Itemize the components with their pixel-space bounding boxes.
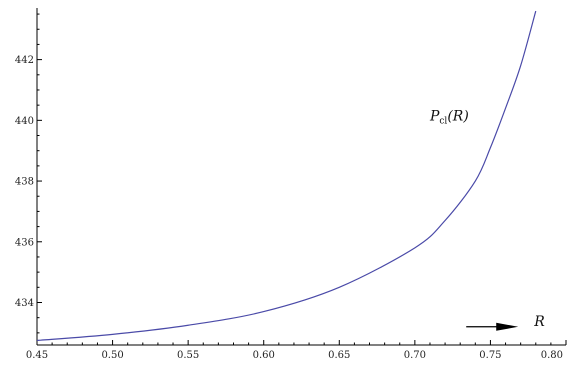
x-tick-label: 0.65 [328, 350, 350, 361]
x-tick-label: 0.70 [404, 350, 426, 361]
y-tick-label: 438 [15, 177, 34, 188]
axes [36, 8, 566, 346]
y-tick-label: 436 [15, 237, 34, 248]
y-tick-label: 442 [15, 55, 34, 66]
r-arrow-icon [466, 322, 519, 331]
curve-label-arg: (R) [447, 108, 468, 124]
r-arrow-label: R [533, 314, 545, 330]
curve-label-main: P [429, 108, 440, 124]
x-ticks: 0.45 0.50 0.55 0.60 0.65 0.70 0.75 0.80 [26, 340, 567, 361]
x-tick-label: 0.60 [253, 350, 275, 361]
series-line-p-cl [36, 10, 537, 342]
y-ticks: 434 436 438 440 442 [15, 13, 42, 334]
x-tick-label: 0.50 [101, 350, 123, 361]
y-tick-label: 434 [15, 298, 34, 309]
curve-label-sub: cl [439, 116, 447, 126]
x-tick-label: 0.75 [479, 350, 501, 361]
curve-label: Pcl(R) [429, 108, 469, 126]
x-tick-label: 0.55 [177, 350, 199, 361]
x-tick-label: 0.45 [26, 350, 48, 361]
x-tick-label: 0.80 [541, 350, 563, 361]
y-tick-label: 440 [15, 116, 34, 127]
